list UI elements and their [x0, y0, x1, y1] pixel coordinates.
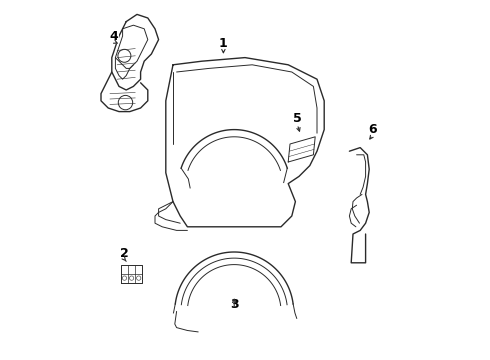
Text: 3: 3	[230, 298, 239, 311]
Text: 5: 5	[293, 112, 301, 125]
Text: 2: 2	[120, 247, 129, 260]
Text: 1: 1	[219, 37, 228, 50]
Text: 4: 4	[109, 30, 118, 42]
Text: 6: 6	[368, 123, 377, 136]
